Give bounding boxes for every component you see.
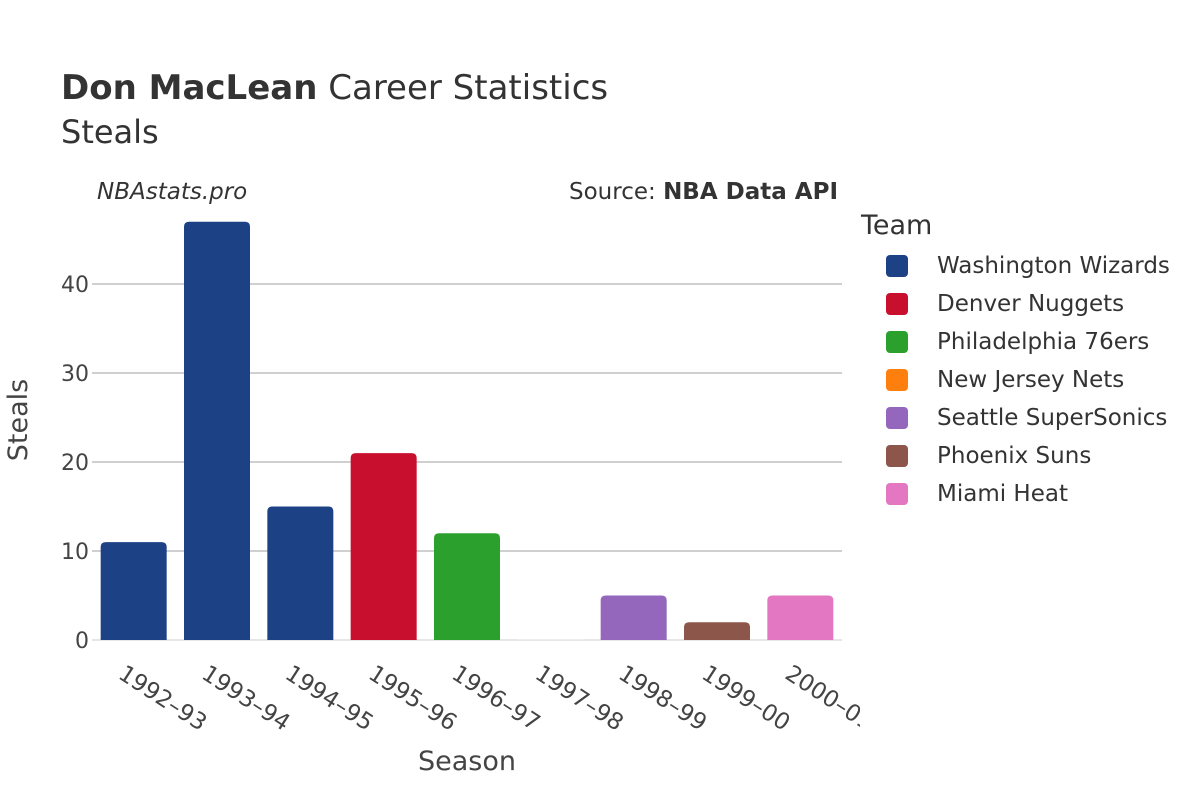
y-tick-label: 20 — [61, 451, 89, 476]
legend-swatch — [886, 293, 908, 315]
source-credit: Source: NBA Data API — [569, 178, 838, 206]
player-name: Don MacLean — [61, 68, 318, 108]
x-tick-label: 1994–95 — [280, 661, 377, 737]
legend-label: Miami Heat — [937, 481, 1068, 507]
legend-swatch — [886, 255, 908, 277]
bar — [517, 639, 584, 640]
x-tick-label: 1993–94 — [197, 661, 294, 737]
x-tick-label: 2000–01 — [780, 661, 860, 737]
legend-swatch — [886, 445, 908, 467]
legend-swatch — [886, 483, 908, 505]
y-tick-label: 40 — [61, 273, 89, 298]
legend-label: Denver Nuggets — [937, 291, 1125, 317]
source-prefix: Source: — [569, 179, 664, 205]
legend-label: New Jersey Nets — [937, 367, 1125, 393]
legend-label: Seattle SuperSonics — [937, 405, 1168, 431]
title-suffix: Career Statistics — [317, 68, 609, 108]
legend-label: Washington Wizards — [937, 253, 1170, 279]
bar-chart: 0102030401992–931993–941994–951995–96199… — [3, 221, 860, 777]
bar — [267, 506, 334, 640]
chart-title: Don MacLean Career Statistics — [61, 68, 608, 108]
watermark: NBAstats.pro — [97, 179, 248, 205]
legend-label: Phoenix Suns — [937, 443, 1092, 469]
bar — [684, 622, 750, 640]
x-tick-label: 1999–00 — [697, 661, 794, 737]
x-tick-label: 1996–97 — [447, 661, 544, 737]
bar — [767, 595, 834, 640]
bar — [600, 595, 667, 640]
legend-swatch — [886, 407, 908, 429]
y-tick-label: 10 — [61, 540, 89, 565]
x-axis-title: Season — [418, 746, 516, 777]
x-tick-label: 1995–96 — [364, 661, 461, 737]
bar — [434, 533, 500, 640]
x-tick-label: 1997–98 — [530, 661, 627, 737]
legend-title: Team — [861, 210, 933, 241]
bar — [184, 221, 250, 640]
bar — [100, 542, 167, 640]
source-name: NBA Data API — [663, 179, 838, 205]
legend-swatch — [886, 369, 908, 391]
legend-swatch — [886, 331, 908, 353]
bar — [350, 453, 417, 640]
y-tick-label: 30 — [61, 362, 89, 387]
chart-subtitle: Steals — [61, 113, 159, 151]
x-tick-label: 1992–93 — [114, 661, 211, 737]
y-tick-label: 0 — [75, 629, 89, 654]
x-tick-label: 1998–99 — [614, 661, 711, 737]
legend-label: Philadelphia 76ers — [937, 329, 1150, 355]
y-axis-title: Steals — [3, 379, 34, 461]
